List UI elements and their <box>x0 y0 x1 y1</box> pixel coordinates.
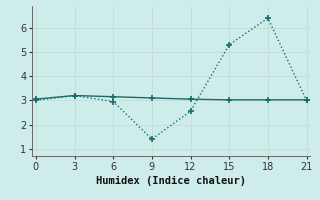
X-axis label: Humidex (Indice chaleur): Humidex (Indice chaleur) <box>96 176 246 186</box>
